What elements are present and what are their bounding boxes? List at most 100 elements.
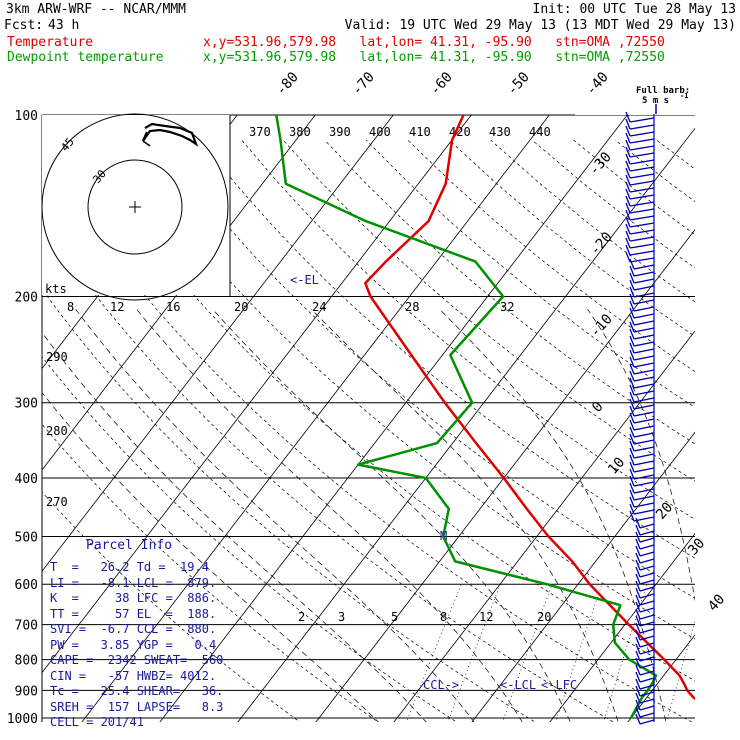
theta-label: 280	[46, 424, 68, 438]
barb-legend-title: Full barb:	[636, 86, 690, 96]
wind-barb	[633, 439, 655, 445]
isotherm-label: 10	[605, 454, 628, 477]
wind-barb	[633, 264, 655, 270]
mixing-ratio-line	[603, 584, 648, 722]
wind-barb	[629, 180, 655, 186]
theta-label: 380	[289, 125, 311, 139]
dewpoint-profile	[275, 115, 658, 719]
pressure-tick-label: 700	[15, 619, 38, 634]
theta-label: 410	[409, 125, 431, 139]
wind-barb	[633, 362, 655, 368]
wind-barb	[633, 446, 655, 452]
wind-barb	[639, 691, 655, 697]
wind-barb	[633, 418, 655, 424]
wind-barb	[639, 565, 655, 571]
moist-adiabat	[42, 331, 427, 722]
pressure-tick-label: 100	[15, 109, 38, 124]
wind-barb	[633, 481, 655, 487]
hodograph: 30 45	[41, 113, 231, 301]
el-marker: <-EL	[290, 273, 319, 287]
pressure-tick-label: 800	[15, 654, 38, 669]
isotherm-line	[42, 115, 238, 370]
moist-adiabat	[136, 309, 523, 722]
wind-barb	[633, 348, 655, 354]
dewpoint-location-info: x,y=531.96,579.98 lat,lon= 41.31, -95.90…	[203, 50, 665, 65]
parcel-info-row: CIN = -57 HWBZ= 4012.	[50, 668, 217, 683]
parcel-info-row: CAPE = 2342 SWEAT= 560	[50, 653, 224, 667]
dry-adiabat	[282, 139, 695, 482]
wind-barb	[629, 236, 655, 242]
wind-barb	[639, 523, 655, 529]
wind-barb	[633, 327, 655, 333]
lcl-marker: <-LCL	[500, 678, 536, 692]
mixing-ratio-label: 5	[391, 610, 398, 624]
isotherm-label: 20	[653, 499, 676, 522]
mixing-ratio-label: 8	[440, 610, 447, 624]
barb-legend-unit: 5 m s	[642, 96, 669, 106]
wind-barb	[633, 474, 655, 480]
wind-barb	[629, 166, 655, 172]
isotherm-line	[159, 115, 628, 722]
parcel-info-panel: Parcel Info T = 26.2 Td = 19.4 LI = -8.1 …	[44, 536, 230, 729]
parcel-info-row: SREH = 157 LAPSE= 8.3	[50, 699, 224, 714]
dry-adiabat	[42, 423, 379, 722]
wind-barb	[629, 173, 655, 179]
wind-barb	[629, 117, 655, 123]
moist-adiabat	[311, 309, 619, 722]
theta-label: 290	[46, 350, 68, 364]
wind-barb	[639, 705, 655, 711]
moist-adiabat	[75, 309, 475, 722]
parcel-info-row: T = 26.2 Td = 19.4	[50, 560, 209, 574]
wind-barb	[633, 488, 655, 494]
isotherm-label: -50	[504, 69, 533, 99]
dry-adiabat	[573, 139, 695, 235]
dry-adiabat	[116, 139, 695, 640]
wind-barb	[629, 194, 655, 200]
dry-adiabat	[42, 220, 615, 722]
wind-barb	[629, 222, 655, 228]
hodograph-scale-label: 8	[67, 300, 74, 314]
mixing-ratio-line	[555, 584, 603, 722]
wind-barb	[639, 677, 655, 683]
forecast-hour: 43 h	[48, 18, 80, 33]
mixing-ratio-line	[666, 620, 695, 722]
wind-barb	[639, 663, 655, 669]
moist-adiabat	[587, 309, 695, 602]
isotherm-label: 40	[705, 591, 728, 614]
theta-label: 270	[46, 495, 68, 509]
isotherm-line	[81, 115, 550, 722]
hodograph-trace	[141, 122, 199, 147]
wind-barb	[633, 495, 655, 501]
wind-barb	[629, 243, 655, 249]
wind-barb	[633, 313, 655, 319]
wind-barb	[633, 425, 655, 431]
theta-label: 370	[249, 125, 271, 139]
dry-adiabat	[42, 356, 458, 722]
lfc-marker: <-LFC	[541, 678, 577, 692]
isotherm-line	[699, 115, 740, 731]
wind-barb	[633, 376, 655, 382]
wind-barb	[639, 537, 655, 543]
hodograph-ring-inner	[87, 159, 183, 255]
wind-barb	[639, 656, 655, 662]
wind-barb	[629, 159, 655, 165]
hodograph-scale: 8 12 16 20 24 28 32	[67, 300, 514, 314]
wind-barb	[633, 397, 655, 403]
hodograph-kts-label: kts	[45, 282, 67, 296]
dry-adiabat	[407, 139, 695, 372]
isotherm-label: -30	[586, 149, 615, 179]
parcel-info-row: LI = -8.1 LCL = 879.	[50, 575, 217, 590]
wind-barb	[633, 341, 655, 347]
isotherm-line	[42, 115, 472, 674]
mixing-ratio-label: 3	[338, 610, 345, 624]
isotherm-line	[42, 115, 316, 471]
dry-adiabat	[241, 139, 695, 520]
wind-barb	[629, 208, 655, 214]
wind-barb	[629, 145, 655, 151]
wind-barb	[633, 278, 655, 284]
wind-barb	[633, 271, 655, 277]
isotherm-line	[393, 330, 695, 722]
model-title: 3km ARW-WRF -- NCAR/MMM	[6, 2, 187, 17]
wind-barb	[639, 558, 655, 564]
